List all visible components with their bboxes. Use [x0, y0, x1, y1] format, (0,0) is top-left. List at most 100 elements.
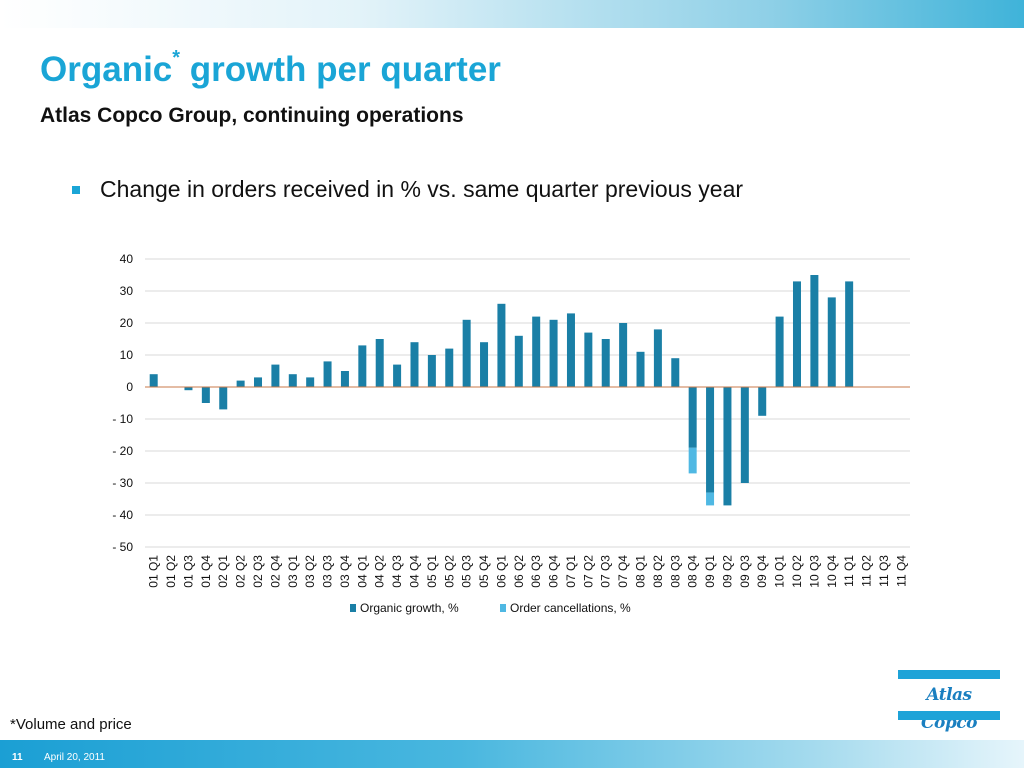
x-tick-label: 08 Q4: [686, 555, 700, 588]
x-tick-label: 10 Q3: [807, 555, 821, 588]
organic-growth-bar: [792, 281, 801, 387]
x-tick-label: 07 Q3: [599, 555, 613, 588]
organic-growth-bar: [601, 339, 610, 387]
legend-order-cancellations-label: Order cancellations, %: [510, 601, 631, 615]
x-tick-label: 04 Q1: [355, 555, 369, 588]
x-tick-label: 09 Q4: [755, 555, 769, 588]
legend-organic-growth-label: Organic growth, %: [360, 601, 459, 615]
x-tick-label: 07 Q2: [581, 555, 595, 588]
organic-growth-bar: [480, 342, 489, 387]
organic-growth-bar: [566, 313, 575, 387]
organic-growth-bar: [758, 387, 767, 416]
x-tick-label: 06 Q3: [529, 555, 543, 588]
y-tick-label: - 40: [112, 508, 133, 522]
x-tick-label: 07 Q4: [616, 555, 630, 588]
x-tick-label: 08 Q2: [651, 555, 665, 588]
footnote: *Volume and price: [10, 716, 132, 733]
top-gradient-band: [0, 0, 1024, 28]
x-tick-label: 01 Q4: [199, 555, 213, 588]
page-number: 11: [12, 752, 23, 763]
y-tick-label: 0: [126, 380, 133, 394]
organic-growth-bar: [149, 374, 158, 387]
organic-growth-bar: [201, 387, 210, 403]
organic-growth-bar: [636, 351, 645, 387]
x-tick-label: 02 Q1: [216, 555, 230, 588]
organic-growth-bar: [236, 380, 245, 387]
x-tick-label: 04 Q2: [373, 555, 387, 588]
organic-growth-bar: [410, 342, 419, 387]
legend-organic-growth-swatch: [350, 604, 356, 612]
organic-growth-bar: [827, 297, 836, 387]
bullet-item: Change in orders received in % vs. same …: [72, 176, 743, 203]
organic-growth-bar: [845, 281, 854, 387]
order-cancellations-bar: [706, 492, 715, 506]
logo-wordmark: Atlas Copco: [921, 685, 977, 733]
x-tick-label: 09 Q3: [738, 555, 752, 588]
x-tick-label: 08 Q3: [668, 555, 682, 588]
organic-growth-bar: [584, 332, 593, 387]
y-tick-label: 40: [120, 252, 134, 266]
x-tick-label: 10 Q1: [773, 555, 787, 588]
organic-growth-bar: [323, 361, 332, 387]
x-tick-label: 10 Q2: [790, 555, 804, 588]
x-tick-label: 02 Q2: [234, 555, 248, 588]
x-tick-label: 06 Q4: [547, 555, 561, 588]
organic-growth-bar: [671, 358, 680, 387]
organic-growth-bar: [306, 377, 315, 387]
y-tick-label: 30: [120, 284, 134, 298]
organic-growth-bar: [549, 319, 558, 387]
organic-growth-bar: [688, 387, 697, 448]
x-tick-label: 09 Q2: [720, 555, 734, 588]
x-tick-label: 03 Q4: [338, 555, 352, 588]
x-tick-label: 06 Q2: [512, 555, 526, 588]
bullet-text: Change in orders received in % vs. same …: [100, 176, 744, 202]
title-rest: growth per quarter: [180, 50, 501, 89]
organic-growth-bar: [706, 387, 715, 493]
y-tick-label: - 30: [112, 476, 133, 490]
organic-growth-bar: [740, 387, 749, 483]
order-cancellations-bar: [688, 447, 697, 474]
organic-growth-bar: [219, 387, 228, 410]
organic-growth-bar: [653, 329, 662, 387]
y-tick-label: 20: [120, 316, 134, 330]
x-tick-label: 05 Q3: [460, 555, 474, 588]
x-tick-label: 08 Q1: [634, 555, 648, 588]
organic-growth-bar: [271, 364, 280, 387]
y-tick-label: 10: [120, 348, 134, 362]
x-tick-label: 01 Q2: [164, 555, 178, 588]
footer-band: [0, 740, 1024, 768]
organic-growth-bar: [462, 319, 471, 387]
organic-growth-bar: [775, 316, 784, 387]
organic-growth-bar: [254, 377, 263, 387]
x-tick-label: 11 Q3: [877, 555, 891, 587]
organic-growth-bar: [427, 355, 436, 387]
x-tick-label: 06 Q1: [494, 555, 508, 588]
organic-growth-bar: [288, 374, 297, 387]
slide-title: Organic* growth per quarter: [40, 47, 501, 90]
y-tick-label: - 20: [112, 444, 133, 458]
organic-growth-bar: [393, 364, 402, 387]
organic-growth-bar: [445, 348, 454, 387]
x-tick-label: 03 Q1: [286, 555, 300, 588]
organic-growth-bar: [340, 371, 349, 387]
x-tick-label: 04 Q3: [390, 555, 404, 588]
organic-growth-bar: [532, 316, 541, 387]
logo-stripe-bottom: [898, 711, 1000, 720]
organic-growth-bar: [358, 345, 367, 387]
slide-subtitle: Atlas Copco Group, continuing operations: [40, 104, 464, 127]
x-tick-label: 05 Q1: [425, 555, 439, 588]
title-asterisk: *: [172, 47, 181, 70]
organic-growth-bar: [619, 323, 628, 387]
x-tick-label: 04 Q4: [407, 555, 421, 588]
organic-growth-bar: [514, 335, 523, 387]
x-tick-label: 11 Q2: [860, 555, 874, 587]
x-tick-label: 10 Q4: [825, 555, 839, 588]
x-tick-label: 07 Q1: [564, 555, 578, 588]
organic-growth-bar: [810, 275, 819, 387]
x-tick-label: 02 Q4: [268, 555, 282, 588]
y-tick-label: - 10: [112, 412, 133, 426]
title-main: Organic: [40, 50, 173, 89]
x-tick-label: 02 Q3: [251, 555, 265, 588]
y-tick-label: - 50: [112, 540, 133, 554]
